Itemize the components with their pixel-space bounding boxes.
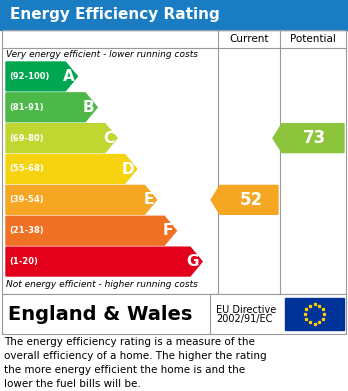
Text: (55-68): (55-68): [9, 165, 44, 174]
Text: (39-54): (39-54): [9, 196, 44, 204]
Text: G: G: [187, 254, 199, 269]
Polygon shape: [6, 154, 137, 183]
Polygon shape: [6, 62, 77, 91]
Bar: [2, 294, 346, 334]
Text: (81-91): (81-91): [9, 103, 44, 112]
Text: England & Wales: England & Wales: [8, 305, 192, 323]
Text: 2002/91/EC: 2002/91/EC: [216, 314, 272, 324]
Polygon shape: [6, 185, 157, 214]
Bar: [285, 298, 344, 330]
Text: Not energy efficient - higher running costs: Not energy efficient - higher running co…: [6, 280, 198, 289]
Polygon shape: [6, 216, 176, 245]
Text: D: D: [121, 161, 134, 176]
Text: The energy efficiency rating is a measure of the
overall efficiency of a home. T: The energy efficiency rating is a measur…: [4, 337, 267, 389]
Text: A: A: [63, 69, 74, 84]
Text: Energy Efficiency Rating: Energy Efficiency Rating: [10, 7, 220, 23]
Polygon shape: [6, 124, 117, 152]
Text: B: B: [82, 100, 94, 115]
Text: (21-38): (21-38): [9, 226, 44, 235]
Text: (92-100): (92-100): [9, 72, 49, 81]
Bar: [0, 0, 348, 30]
Text: 73: 73: [303, 129, 327, 147]
Polygon shape: [6, 93, 97, 122]
Text: C: C: [103, 131, 114, 145]
Polygon shape: [211, 185, 278, 214]
Polygon shape: [6, 247, 202, 276]
Bar: [2, 30, 346, 294]
Text: (69-80): (69-80): [9, 134, 44, 143]
Polygon shape: [273, 124, 344, 152]
Text: Very energy efficient - lower running costs: Very energy efficient - lower running co…: [6, 50, 198, 59]
Text: Potential: Potential: [290, 34, 336, 44]
Text: EU Directive: EU Directive: [216, 305, 276, 315]
Text: F: F: [163, 223, 173, 238]
Text: E: E: [143, 192, 153, 207]
Text: Current: Current: [229, 34, 269, 44]
Text: (1-20): (1-20): [9, 257, 38, 266]
Text: 52: 52: [239, 191, 262, 209]
